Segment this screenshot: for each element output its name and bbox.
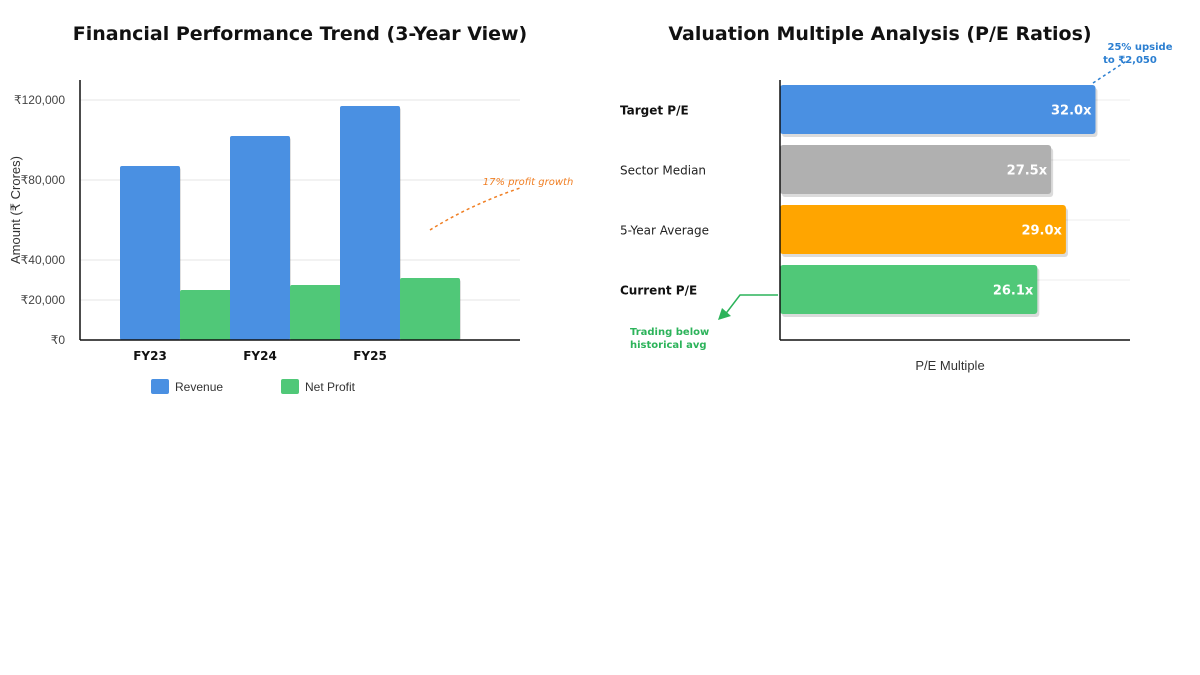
valuation-chart-title: Valuation Multiple Analysis (P/E Ratios) [668, 23, 1091, 45]
bar-value-label: 27.5x [1007, 164, 1048, 179]
bar-value-label: 32.0x [1051, 104, 1092, 119]
valuation-category-label: 5-Year Average [620, 224, 709, 238]
upside-arrow [1092, 59, 1129, 84]
financial-y-tick-label: ₹80,000 [21, 173, 66, 187]
bar-value-label: 26.1x [993, 284, 1034, 299]
financial-category-label: FY23 [133, 349, 167, 363]
financial-y-ticks: ₹0 ₹20,000 ₹40,000 ₹80,000 ₹120,000 [14, 93, 65, 347]
valuation-category-label: Current P/E [620, 284, 697, 298]
financial-categories: FY23 FY24 FY25 [133, 349, 387, 363]
bar-target-p-e [780, 85, 1096, 134]
bar-sector-median [780, 145, 1052, 194]
trading-below-arrow [723, 294, 778, 317]
bar-net-profit-fy25 [400, 278, 460, 340]
bar-value-label: 29.0x [1021, 224, 1062, 239]
financial-legend: Revenue Net Profit [151, 379, 356, 394]
financial-category-label: FY25 [353, 349, 387, 363]
bar-5-year-average [780, 205, 1066, 254]
trading-below-annotation-line2: historical avg [630, 340, 707, 351]
financial-chart-title: Financial Performance Trend (3-Year View… [73, 23, 527, 45]
legend-swatch-net-profit [281, 379, 299, 394]
valuation-categories: Target P/E Sector Median 5-Year Average Cur… [620, 104, 709, 298]
valuation-category-label: Target P/E [620, 104, 689, 118]
financial-bars [120, 106, 461, 340]
upside-annotation-line1: 25% upside [1107, 42, 1172, 53]
financial-y-tick-label: ₹20,000 [21, 293, 66, 307]
legend-label-net-profit: Net Profit [305, 380, 356, 394]
upside-annotation-line2: to ₹2,050 [1103, 55, 1157, 66]
bar-revenue-fy23 [120, 166, 180, 340]
profit-growth-annotation: 17% profit growth [483, 177, 574, 188]
financial-category-label: FY24 [243, 349, 277, 363]
valuation-category-label: Sector Median [620, 164, 706, 178]
financial-y-tick-label: ₹120,000 [14, 93, 65, 107]
financial-trend-chart: Financial Performance Trend (3-Year View… [8, 23, 573, 394]
legend-label-revenue: Revenue [175, 380, 223, 394]
trading-below-annotation-line1: Trading below [630, 327, 709, 338]
trading-below-arrowhead [718, 308, 731, 320]
valuation-chart: Valuation Multiple Analysis (P/E Ratios)… [620, 23, 1173, 373]
bar-net-profit-fy24 [290, 285, 350, 340]
bar-revenue-fy25 [340, 106, 400, 340]
financial-y-tick-label: ₹40,000 [21, 253, 66, 267]
bar-revenue-fy24 [230, 136, 290, 340]
bar-current-p-e [780, 265, 1038, 314]
bar-net-profit-fy23 [180, 290, 240, 340]
valuation-x-axis-label: P/E Multiple [915, 358, 984, 373]
valuation-bars: 32.0x 27.5x 29.0x 26.1x [780, 85, 1098, 317]
profit-growth-arrow [429, 187, 521, 231]
financial-y-axis-label: Amount (₹ Crores) [8, 156, 23, 264]
financial-y-tick-label: ₹0 [51, 333, 66, 347]
legend-swatch-revenue [151, 379, 169, 394]
